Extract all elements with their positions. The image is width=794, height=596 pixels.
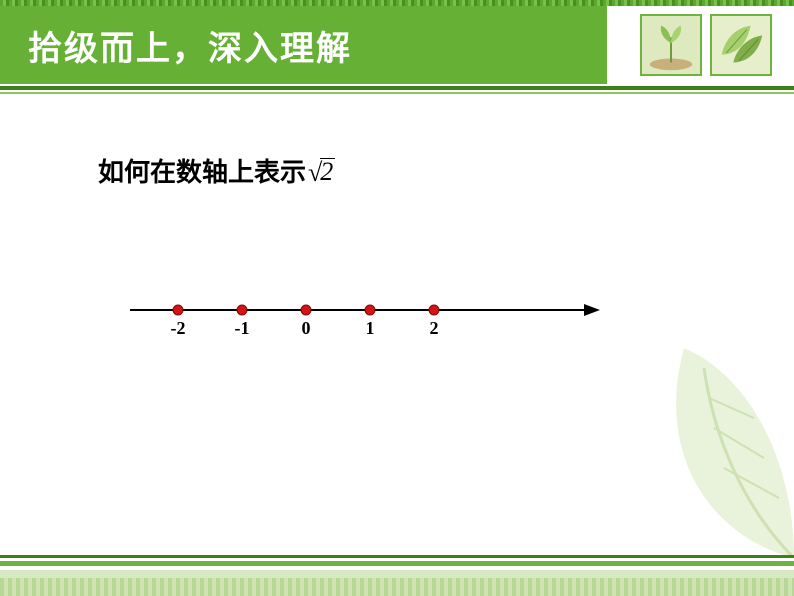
title-banner: 拾级而上，深入理解 — [0, 6, 607, 84]
header-underline — [0, 84, 794, 98]
footer — [0, 548, 794, 596]
header-thumbnails — [607, 6, 794, 84]
thumbnail-sprout — [640, 14, 702, 76]
number-line: -2 -1 0 1 2 — [130, 298, 600, 358]
question-prefix: 如何在数轴上表示 — [98, 152, 306, 189]
sqrt-expression: √ 2 — [308, 158, 335, 188]
background-leaf-icon — [614, 308, 794, 558]
slide: 拾级而上，深入理解 — [0, 0, 794, 596]
tick-label: 0 — [302, 318, 311, 339]
header: 拾级而上，深入理解 — [0, 6, 794, 90]
thumbnail-leaves — [710, 14, 772, 76]
tick-label: 2 — [430, 318, 439, 339]
radicand: 2 — [320, 158, 335, 185]
tick-label: -1 — [235, 318, 250, 339]
tick-label: -2 — [171, 318, 186, 339]
tick-labels: -2 -1 0 1 2 — [130, 318, 600, 342]
tick-label: 1 — [366, 318, 375, 339]
question-text: 如何在数轴上表示 √ 2 — [98, 152, 335, 189]
slide-title: 拾级而上，深入理解 — [28, 21, 352, 70]
